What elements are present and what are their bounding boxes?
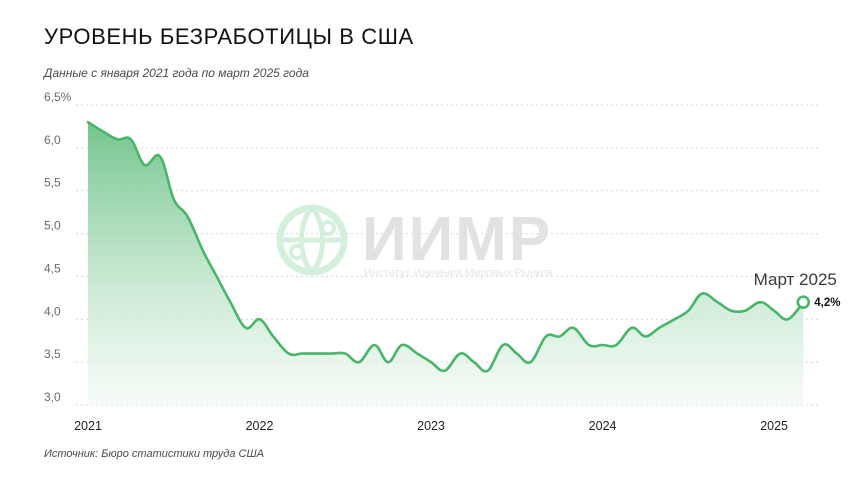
watermark-name: ИИМР (362, 205, 552, 274)
unemployment-area (88, 122, 804, 405)
y-tick-label: 6,5% (44, 90, 72, 104)
watermark-tagline: Институт Изучения Мировых Рынков (364, 267, 553, 279)
y-tick-label: 4,5 (44, 261, 61, 275)
globe-icon (276, 204, 348, 276)
x-tick-label: 2022 (246, 419, 274, 433)
latest-point-marker (796, 295, 811, 309)
y-tick-label: 4,0 (44, 304, 61, 318)
y-tick-label: 5,5 (44, 176, 61, 190)
x-axis-ticks: 2021 2022 2023 2024 2025 (74, 419, 788, 433)
callout-value-label: 4,2% (814, 297, 840, 309)
chart-subtitle: Данные с января 2021 года по март 2025 г… (44, 66, 309, 80)
x-tick-label: 2023 (417, 419, 445, 433)
chart-source: Источник: Бюро статистики труда США (44, 448, 264, 460)
y-tick-label: 3,5 (44, 347, 61, 361)
unemployment-line (86, 120, 805, 373)
x-tick-label: 2025 (760, 419, 788, 433)
x-tick-label: 2021 (74, 419, 102, 433)
y-tick-label: 5,0 (44, 219, 61, 233)
x-tick-label: 2024 (589, 419, 617, 433)
y-axis-ticks: 3,0 3,5 4,0 4,5 5,0 5,5 6,0 6,5% (44, 90, 72, 404)
chart-title: Уровень безработицы в США (44, 24, 414, 49)
callout-date-label: Март 2025 (754, 270, 837, 289)
watermark-logo: ИИМР Институт Изучения Мировых Рынков (276, 204, 553, 279)
y-tick-label: 3,0 (44, 390, 61, 404)
y-tick-label: 6,0 (44, 133, 61, 147)
latest-value-callout: Март 2025 4,2% (754, 270, 841, 309)
